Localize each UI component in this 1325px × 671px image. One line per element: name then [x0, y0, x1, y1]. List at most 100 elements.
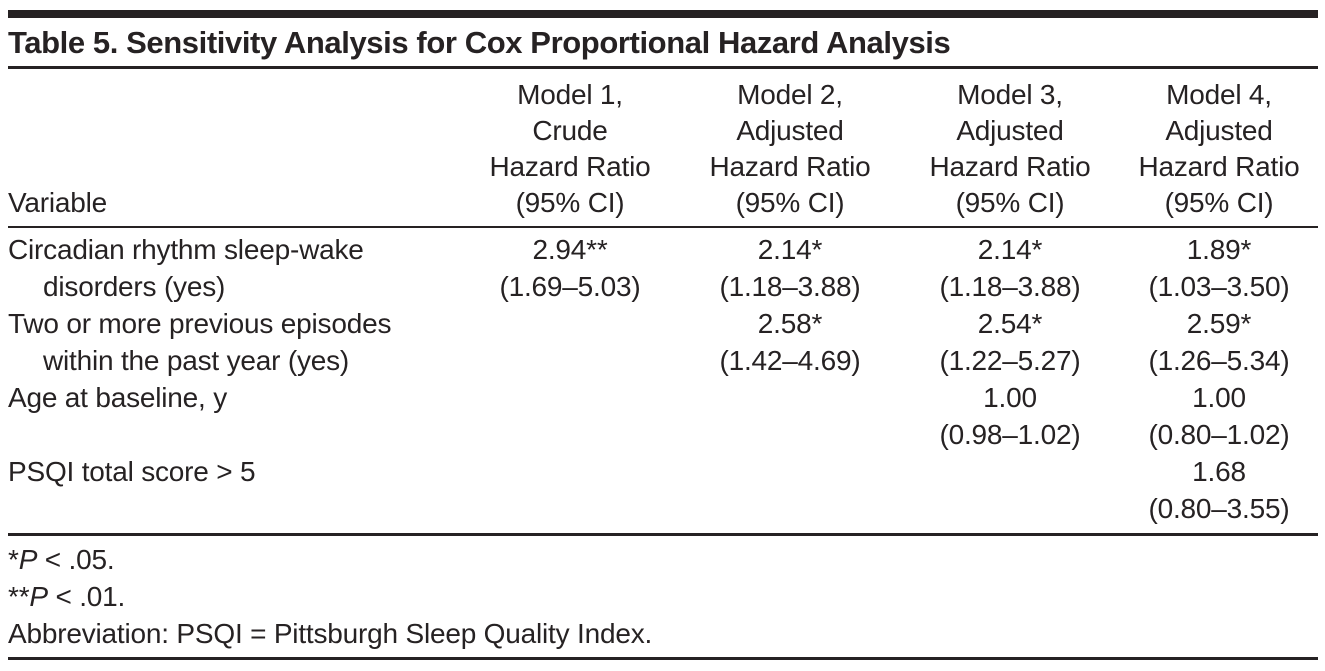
table-row: PSQI total score > 5 1.68 (0.80–3.55) — [8, 453, 1318, 527]
estimate-line: 2.94** — [532, 234, 608, 265]
estimate-line — [460, 453, 680, 490]
ci-line — [680, 416, 900, 453]
value-cell-model-4: 1.00 (0.80–1.02) — [1120, 379, 1318, 453]
ci-line — [460, 342, 680, 379]
estimate-line: 2.58* — [757, 308, 823, 339]
value-cell-model-4: 2.59* (1.26–5.34) — [1120, 305, 1318, 379]
ci-line: (0.80–3.55) — [1148, 493, 1290, 524]
footnote-p01: **P < .01. — [8, 578, 1318, 615]
ci-line: (1.18–3.88) — [939, 271, 1081, 302]
value-cell-model-2: 2.14* (1.18–3.88) — [680, 231, 900, 305]
footnote-p05: *P < .05. — [8, 541, 1318, 578]
header-line: Adjusted — [1165, 115, 1273, 146]
estimate-line: 1.89* — [1186, 234, 1252, 265]
table-top-rule — [8, 10, 1318, 18]
header-separator — [8, 226, 1318, 228]
value-cell-model-3: 2.54* (1.22–5.27) — [900, 305, 1120, 379]
table-bottom-rule — [8, 657, 1318, 660]
ci-line — [460, 416, 680, 453]
footnote-text: < .05. — [37, 544, 115, 575]
table-title: Table 5. Sensitivity Analysis for Cox Pr… — [8, 25, 951, 60]
estimate-line — [680, 379, 900, 416]
footnote-p-symbol: P — [18, 544, 38, 575]
variable-line-1: PSQI total score > 5 — [8, 456, 256, 487]
estimate-line — [680, 453, 900, 490]
header-line: Variable — [8, 187, 108, 218]
variable-line-2: within the past year (yes) — [43, 345, 350, 376]
header-line: Hazard Ratio — [709, 151, 871, 182]
estimate-line — [460, 379, 680, 416]
ci-line: (1.22–5.27) — [939, 345, 1081, 376]
variable-line-1: Age at baseline, y — [8, 382, 227, 413]
title-separator — [8, 66, 1318, 69]
header-line: Model 1, — [517, 79, 623, 110]
value-cell-model-4: 1.68 (0.80–3.55) — [1120, 453, 1318, 527]
table-row: Two or more previous episodes within the… — [8, 305, 1318, 379]
value-cell-model-3: 2.14* (1.18–3.88) — [900, 231, 1120, 305]
estimate-line: 2.14* — [757, 234, 823, 265]
estimate-line: 2.59* — [1186, 308, 1252, 339]
header-line: (95% CI) — [515, 187, 625, 218]
table-row: Circadian rhythm sleep-wake disorders (y… — [8, 231, 1318, 305]
value-cell-model-1 — [460, 305, 680, 379]
column-header-model-2: Model 2, Adjusted Hazard Ratio (95% CI) — [680, 77, 900, 221]
header-line: Adjusted — [736, 115, 844, 146]
header-line: (95% CI) — [955, 187, 1065, 218]
variable-line-1: Two or more previous episodes — [8, 308, 392, 339]
ci-line: (0.80–1.02) — [1148, 419, 1290, 450]
header-line: Hazard Ratio — [1138, 151, 1300, 182]
footnote-p-symbol: P — [29, 581, 48, 612]
ci-line: (0.98–1.02) — [939, 419, 1081, 450]
footnote-marker: * — [8, 544, 19, 575]
variable-cell: PSQI total score > 5 — [8, 453, 460, 527]
variable-line-1: Circadian rhythm sleep-wake — [8, 234, 364, 265]
column-header-model-1: Model 1, Crude Hazard Ratio (95% CI) — [460, 77, 680, 221]
estimate-line: 1.00 — [1192, 382, 1246, 413]
value-cell-model-1: 2.94** (1.69–5.03) — [460, 231, 680, 305]
value-cell-model-4: 1.89* (1.03–3.50) — [1120, 231, 1318, 305]
header-line: (95% CI) — [1164, 187, 1274, 218]
footnote-marker: ** — [8, 581, 30, 612]
header-line: Crude — [532, 115, 608, 146]
column-header-variable: Variable — [8, 185, 460, 221]
value-cell-model-2 — [680, 379, 900, 453]
column-header-model-4: Model 4, Adjusted Hazard Ratio (95% CI) — [1120, 77, 1318, 221]
ci-line: (1.03–3.50) — [1148, 271, 1290, 302]
ci-line: (1.42–4.69) — [719, 345, 861, 376]
estimate-line — [460, 305, 680, 342]
ci-line — [900, 490, 1120, 527]
variable-cell: Circadian rhythm sleep-wake disorders (y… — [8, 231, 460, 305]
header-line: Hazard Ratio — [489, 151, 651, 182]
value-cell-model-2 — [680, 453, 900, 527]
ci-line: (1.69–5.03) — [499, 271, 641, 302]
value-cell-model-3 — [900, 453, 1120, 527]
estimate-line: 2.54* — [977, 308, 1043, 339]
value-cell-model-1 — [460, 379, 680, 453]
ci-line — [460, 490, 680, 527]
variable-line-2: disorders (yes) — [43, 271, 226, 302]
header-line: Model 4, — [1166, 79, 1272, 110]
table-footnotes: *P < .05. **P < .01. Abbreviation: PSQI … — [8, 536, 1318, 657]
variable-line-2 — [8, 490, 460, 527]
table-body: Circadian rhythm sleep-wake disorders (y… — [8, 228, 1318, 533]
footnote-separator — [8, 533, 1318, 536]
ci-line — [680, 490, 900, 527]
header-line: Model 2, — [737, 79, 843, 110]
variable-cell: Age at baseline, y — [8, 379, 460, 453]
table-row: Age at baseline, y 1.00 (0.98–1.02) 1.00… — [8, 379, 1318, 453]
variable-line-2 — [8, 416, 460, 453]
column-header-model-3: Model 3, Adjusted Hazard Ratio (95% CI) — [900, 77, 1120, 221]
header-line: (95% CI) — [735, 187, 845, 218]
value-cell-model-3: 1.00 (0.98–1.02) — [900, 379, 1120, 453]
header-line: Model 3, — [957, 79, 1063, 110]
abbreviation-note: Abbreviation: PSQI = Pittsburgh Sleep Qu… — [8, 618, 653, 649]
header-line: Adjusted — [956, 115, 1064, 146]
estimate-line: 1.00 — [983, 382, 1037, 413]
header-line: Hazard Ratio — [929, 151, 1091, 182]
variable-cell: Two or more previous episodes within the… — [8, 305, 460, 379]
estimate-line: 2.14* — [977, 234, 1043, 265]
ci-line: (1.26–5.34) — [1148, 345, 1290, 376]
footnote-text: < .01. — [47, 581, 126, 612]
value-cell-model-2: 2.58* (1.42–4.69) — [680, 305, 900, 379]
